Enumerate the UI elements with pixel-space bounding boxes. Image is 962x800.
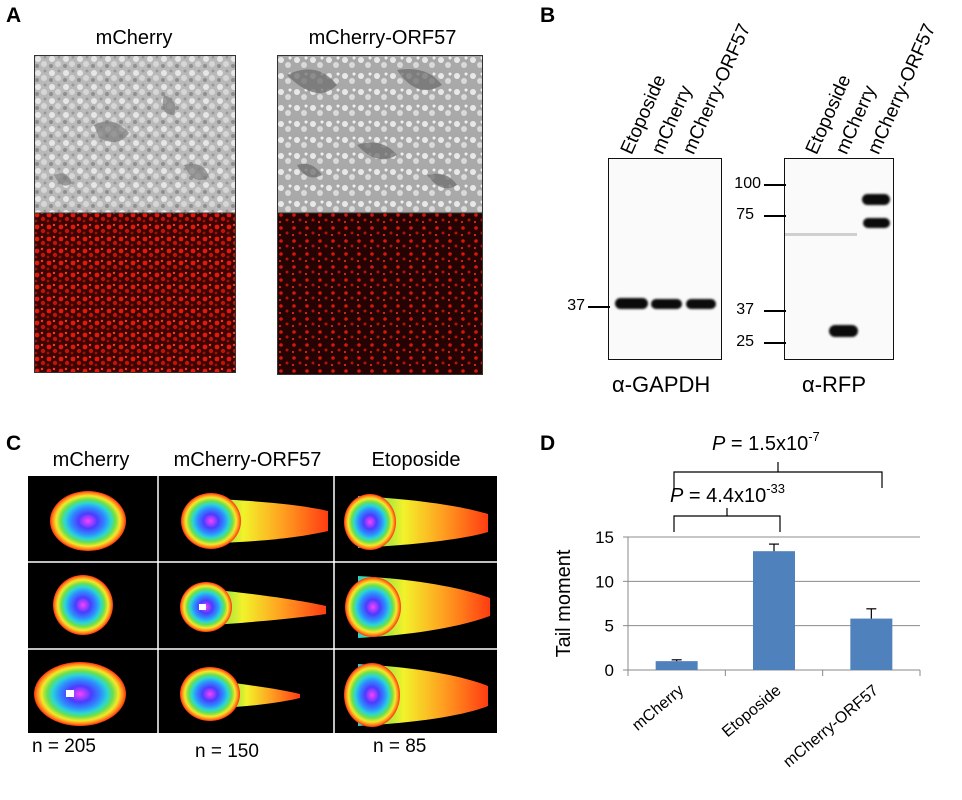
- comet-assay-grid: [28, 476, 497, 733]
- y-tick-label: 5: [605, 617, 614, 636]
- mw-marker-rfp-25: 25: [736, 333, 754, 350]
- mw-marker-rfp-37: 37: [736, 301, 754, 318]
- comet-orf57-3-head: [180, 667, 240, 721]
- band-gapdh-mcherry-orf57: [686, 299, 716, 309]
- antibody-label-gapdh: α-GAPDH: [612, 372, 711, 397]
- micrograph-mcherry: [34, 55, 236, 373]
- y-tick-label: 0: [605, 661, 614, 680]
- p-value-exponent-2: -7: [808, 429, 820, 444]
- p-value-exponent-1: -33: [766, 481, 785, 496]
- count-label-mcherry: n = 205: [32, 736, 96, 757]
- mw-tick-rfp-25: [764, 342, 786, 344]
- panel-c-column-mcherry-orf57: mCherry-ORF57: [173, 449, 322, 471]
- mw-tick-rfp-75: [764, 215, 786, 217]
- band-gapdh-mcherry: [651, 299, 682, 309]
- mw-tick-gapdh-37: [588, 306, 610, 308]
- western-blot-gapdh: [608, 158, 722, 360]
- comet-mcherry-2: [53, 575, 113, 635]
- mw-tick-rfp-37: [764, 310, 786, 312]
- comet-mcherry-3: [34, 662, 126, 726]
- band-rfp-mcherry: [829, 325, 858, 337]
- bar-mcherry-orf57: [850, 618, 893, 670]
- bar-etoposide: [753, 551, 795, 670]
- mw-marker-gapdh-37: 37: [567, 297, 585, 314]
- western-blot-rfp: [784, 158, 894, 360]
- band-rfp-orf57-lower: [863, 218, 890, 228]
- bracket-p-value-2: [673, 462, 883, 488]
- antibody-label-rfp: α-RFP: [802, 372, 867, 397]
- p-value-text-1: = 4.4x10: [683, 485, 766, 507]
- x-tick-label: mCherry-ORF57: [780, 682, 882, 771]
- y-tick-label: 15: [595, 528, 614, 547]
- bar-mcherry: [655, 661, 698, 670]
- mw-tick-rfp-100: [764, 184, 786, 186]
- panel-c-column-etoposide: Etoposide: [371, 449, 461, 471]
- comet-orf57-1-head: [181, 493, 241, 549]
- faint-band-rfp: [785, 233, 857, 236]
- p-value-text-2: = 1.5x10: [725, 433, 808, 455]
- mw-marker-rfp-75: 75: [736, 206, 754, 223]
- p-value-annotation-mcherry-vs-etoposide-area: P = 4.4x10-33: [670, 481, 785, 507]
- mw-marker-rfp-100: 100: [734, 175, 761, 192]
- panel-a-title-mcherry: mCherry: [95, 27, 173, 49]
- panel-a-title-mcherry-orf57: mCherry-ORF57: [308, 27, 457, 49]
- comet-etoposide-3-head: [344, 663, 400, 727]
- count-label-mcherry-orf57: n = 150: [195, 741, 259, 762]
- p-value-annotation-etoposide-vs-orf57-area: P = 1.5x10-7: [712, 429, 820, 455]
- micrograph-mcherry-orf57: [277, 55, 483, 375]
- panel-c-column-mcherry: mCherry: [52, 449, 130, 471]
- panel-letter-c: C: [6, 432, 22, 455]
- tail-moment-bar-chart: P = 1.5x10-7 P = 4.4x10-33 0 5 10 15 Tail mo…: [553, 429, 921, 771]
- bracket-p-value-1: [673, 508, 781, 532]
- comet-etoposide-1-head: [344, 494, 396, 550]
- panel-letter-a: A: [6, 4, 22, 27]
- y-axis-label: Tail moment: [553, 549, 575, 657]
- band-rfp-orf57-upper: [862, 194, 890, 205]
- comet-etoposide-2-head: [345, 577, 401, 637]
- panel-letter-b: B: [540, 4, 556, 27]
- comet-mcherry-1: [50, 491, 126, 551]
- x-tick-label: Etoposide: [719, 682, 785, 741]
- band-gapdh-etoposide: [615, 298, 648, 309]
- y-tick-label: 10: [595, 572, 614, 591]
- count-label-etoposide: n = 85: [373, 736, 427, 757]
- panel-letter-d: D: [540, 432, 556, 455]
- x-tick-label: mCherry: [629, 682, 687, 734]
